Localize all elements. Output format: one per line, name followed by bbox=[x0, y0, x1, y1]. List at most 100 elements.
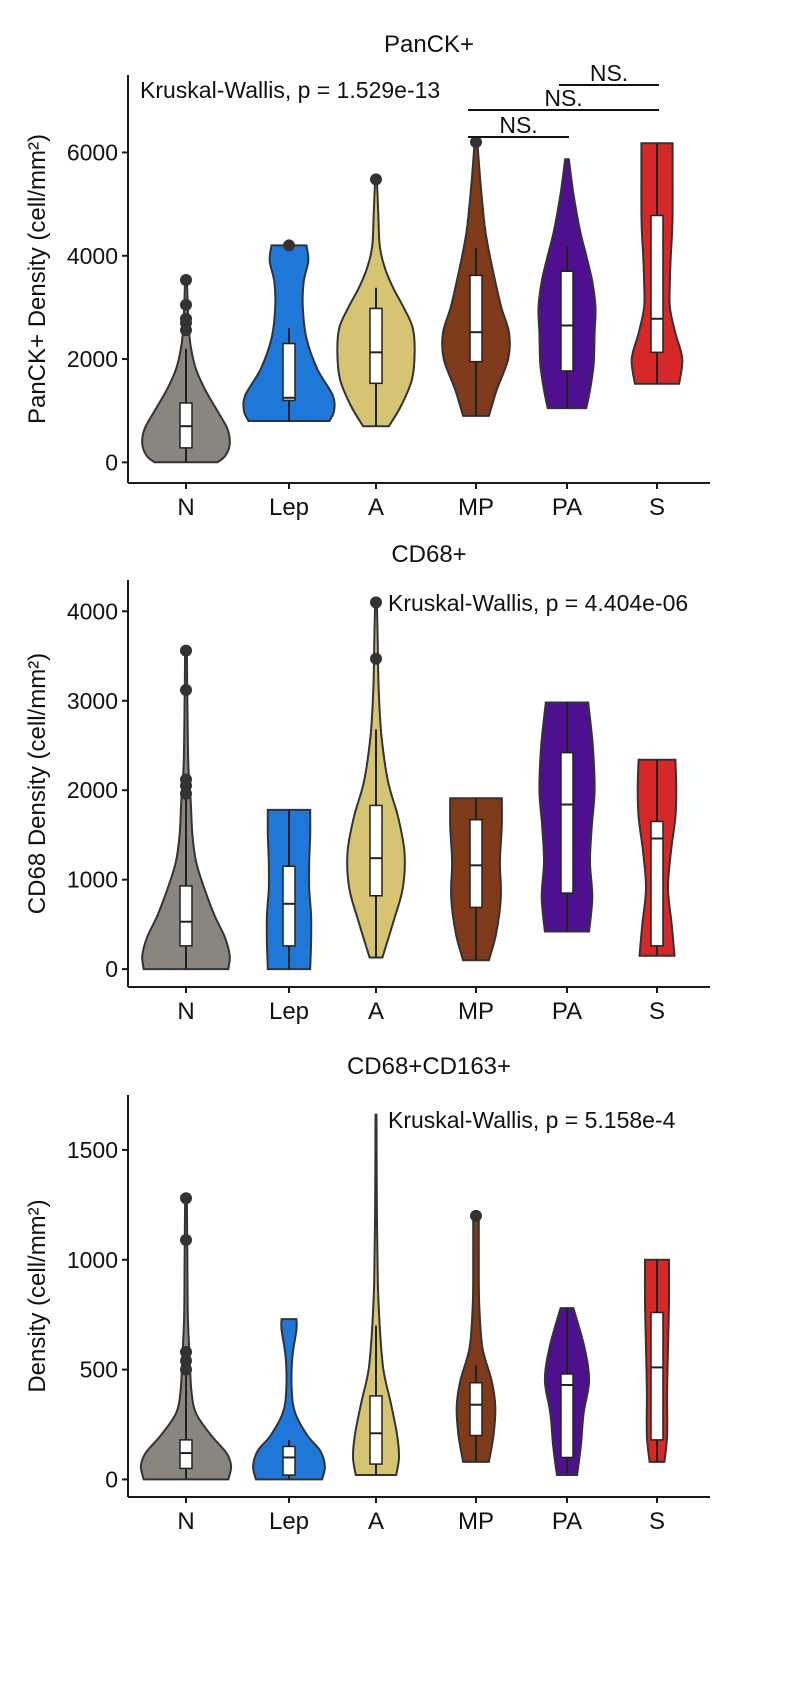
x-tick-label: A bbox=[368, 998, 384, 1025]
outlier-point bbox=[370, 596, 382, 609]
chart-panel-3: CD68+CD163+ 0 500 1000 1500 Density (cell/mm²… bbox=[24, 1053, 710, 1535]
violin-group-n bbox=[141, 644, 231, 971]
x-tick-label: MP bbox=[458, 1508, 494, 1535]
violin-group-n bbox=[139, 1192, 233, 1481]
x-tick-label: N bbox=[177, 494, 194, 521]
x-tick-label: S bbox=[649, 1508, 665, 1535]
x-tick-label: N bbox=[177, 1508, 194, 1535]
y-tick-label: 0 bbox=[105, 1466, 118, 1492]
violin-group-mp bbox=[449, 797, 503, 962]
y-tick-label: 4000 bbox=[67, 598, 118, 624]
x-tick-label: MP bbox=[458, 998, 494, 1025]
chart-panel-1: PanCK+ 0 2000 4000 6000 PanCK+ Density (cell/… bbox=[24, 31, 710, 521]
iqr-box bbox=[469, 818, 483, 909]
iqr-box bbox=[560, 270, 574, 372]
y-tick-label: 1000 bbox=[67, 867, 118, 893]
iqr-box bbox=[369, 307, 383, 385]
y-tick-label: 6000 bbox=[67, 139, 118, 165]
outlier-point bbox=[283, 239, 295, 252]
iqr-box bbox=[469, 1382, 483, 1437]
violin-group-pa bbox=[543, 1307, 591, 1476]
iqr-box bbox=[650, 820, 664, 947]
x-tick-label: Lep bbox=[269, 494, 309, 521]
violin-group-lep bbox=[252, 1318, 326, 1481]
outlier-point bbox=[470, 1209, 482, 1222]
x-tick-label: S bbox=[649, 998, 665, 1025]
violin-group-lep bbox=[265, 808, 313, 971]
outlier-point bbox=[470, 136, 482, 149]
y-tick-label: 2000 bbox=[67, 346, 118, 372]
kruskal-wallis-annotation: Kruskal-Wallis, p = 1.529e-13 bbox=[140, 77, 440, 103]
iqr-box bbox=[650, 214, 664, 354]
significance-label: NS. bbox=[544, 85, 582, 111]
x-tick-label: N bbox=[177, 998, 194, 1025]
outlier-point bbox=[180, 1354, 192, 1367]
iqr-box bbox=[282, 1445, 296, 1476]
iqr-box bbox=[650, 1311, 664, 1441]
y-axis-label: PanCK+ Density (cell/mm²) bbox=[24, 134, 51, 424]
y-tick-label: 2000 bbox=[67, 777, 118, 803]
iqr-box bbox=[282, 342, 296, 402]
y-tick-label: 4000 bbox=[67, 243, 118, 269]
outlier-point bbox=[180, 684, 192, 697]
violin-group-lep bbox=[242, 239, 336, 422]
chart-panel-2: CD68+ 0 1000 2000 3000 4000 CD68 Density (cell… bbox=[24, 541, 710, 1025]
violin-group-pa bbox=[537, 158, 597, 410]
outlier-point bbox=[180, 312, 192, 325]
chart-title: PanCK+ bbox=[384, 31, 474, 58]
violin-group-a bbox=[346, 596, 406, 959]
outlier-point bbox=[180, 1192, 192, 1205]
iqr-box bbox=[469, 274, 483, 363]
iqr-box bbox=[560, 751, 574, 894]
chart-title: CD68+ bbox=[391, 541, 466, 568]
violin-group-a bbox=[336, 173, 416, 428]
x-tick-label: Lep bbox=[269, 1508, 309, 1535]
outlier-point bbox=[180, 274, 192, 287]
y-tick-label: 0 bbox=[105, 956, 118, 982]
x-tick-label: A bbox=[368, 494, 384, 521]
outlier-point bbox=[180, 773, 192, 786]
violin-group-s bbox=[636, 758, 678, 957]
violin-group-a bbox=[351, 1113, 401, 1476]
x-tick-label: A bbox=[368, 1508, 384, 1535]
chart-title: CD68+CD163+ bbox=[347, 1053, 511, 1080]
x-tick-label: PA bbox=[552, 998, 582, 1025]
x-tick-label: S bbox=[649, 494, 665, 521]
x-tick-label: MP bbox=[458, 494, 494, 521]
significance-label: NS. bbox=[590, 60, 628, 86]
iqr-box bbox=[369, 1395, 383, 1465]
x-tick-label: PA bbox=[552, 494, 582, 521]
y-tick-label: 1500 bbox=[67, 1137, 118, 1163]
violin-group-mp bbox=[455, 1209, 497, 1463]
iqr-box bbox=[179, 885, 193, 947]
outlier-point bbox=[370, 652, 382, 665]
x-tick-label: PA bbox=[552, 1508, 582, 1535]
violin-group-pa bbox=[538, 701, 596, 933]
violin-group-s bbox=[630, 142, 684, 385]
x-tick-label: Lep bbox=[269, 998, 309, 1025]
violin-group-n bbox=[141, 274, 231, 464]
y-tick-label: 1000 bbox=[67, 1247, 118, 1273]
iqr-box bbox=[369, 804, 383, 897]
outlier-point bbox=[180, 1363, 192, 1376]
y-tick-label: 3000 bbox=[67, 688, 118, 714]
significance-label: NS. bbox=[499, 112, 537, 138]
y-tick-label: 0 bbox=[105, 449, 118, 475]
kruskal-wallis-annotation: Kruskal-Wallis, p = 5.158e-4 bbox=[388, 1107, 676, 1133]
outlier-point bbox=[180, 1233, 192, 1246]
iqr-box bbox=[560, 1373, 574, 1459]
y-axis-label: Density (cell/mm²) bbox=[24, 1199, 51, 1392]
violin-a bbox=[351, 1113, 401, 1476]
violin-group-s bbox=[643, 1258, 671, 1463]
outlier-point bbox=[180, 1346, 192, 1359]
violin-lep bbox=[252, 1318, 326, 1481]
outlier-point bbox=[180, 298, 192, 311]
outlier-point bbox=[180, 644, 192, 657]
violin-group-mp bbox=[441, 136, 511, 417]
iqr-box bbox=[282, 865, 296, 947]
iqr-box bbox=[179, 1439, 193, 1470]
y-axis-label: CD68 Density (cell/mm²) bbox=[24, 653, 51, 914]
outlier-point bbox=[370, 173, 382, 186]
kruskal-wallis-annotation: Kruskal-Wallis, p = 4.404e-06 bbox=[388, 590, 688, 616]
